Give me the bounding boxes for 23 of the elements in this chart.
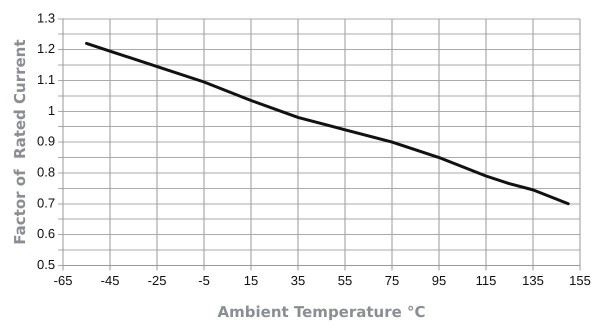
x-tick-label: -25 [148, 272, 166, 288]
y-tick-label: 1.1 [36, 72, 56, 88]
y-tick-label: 1.3 [36, 10, 56, 26]
x-tick-label: -65 [54, 272, 72, 288]
x-tick-label: 75 [384, 272, 400, 288]
x-axis-title: Ambient Temperature °C [218, 302, 426, 321]
x-tick-label: 55 [338, 272, 352, 288]
y-tick-label: 0.8 [36, 164, 56, 180]
x-tick-label: -45 [100, 272, 120, 288]
x-tick-label: 35 [290, 272, 306, 288]
y-tick-label: 0.9 [36, 134, 56, 149]
x-tick-label: 135 [522, 272, 544, 288]
y-tick-label: 0.5 [36, 256, 56, 272]
x-tick-label: 15 [244, 272, 258, 288]
x-tick-label: 155 [569, 272, 591, 288]
y-axis-title: Factor of Rated Current [10, 39, 29, 245]
x-tick-label: -5 [198, 272, 210, 288]
y-tick-label: 0.7 [36, 195, 56, 210]
y-tick-label: 1.2 [36, 41, 56, 56]
x-tick-label: 115 [476, 272, 496, 288]
y-tick-label: 0.6 [36, 226, 56, 242]
y-tick-label: 1 [48, 102, 56, 118]
x-tick-label: 95 [432, 272, 446, 288]
